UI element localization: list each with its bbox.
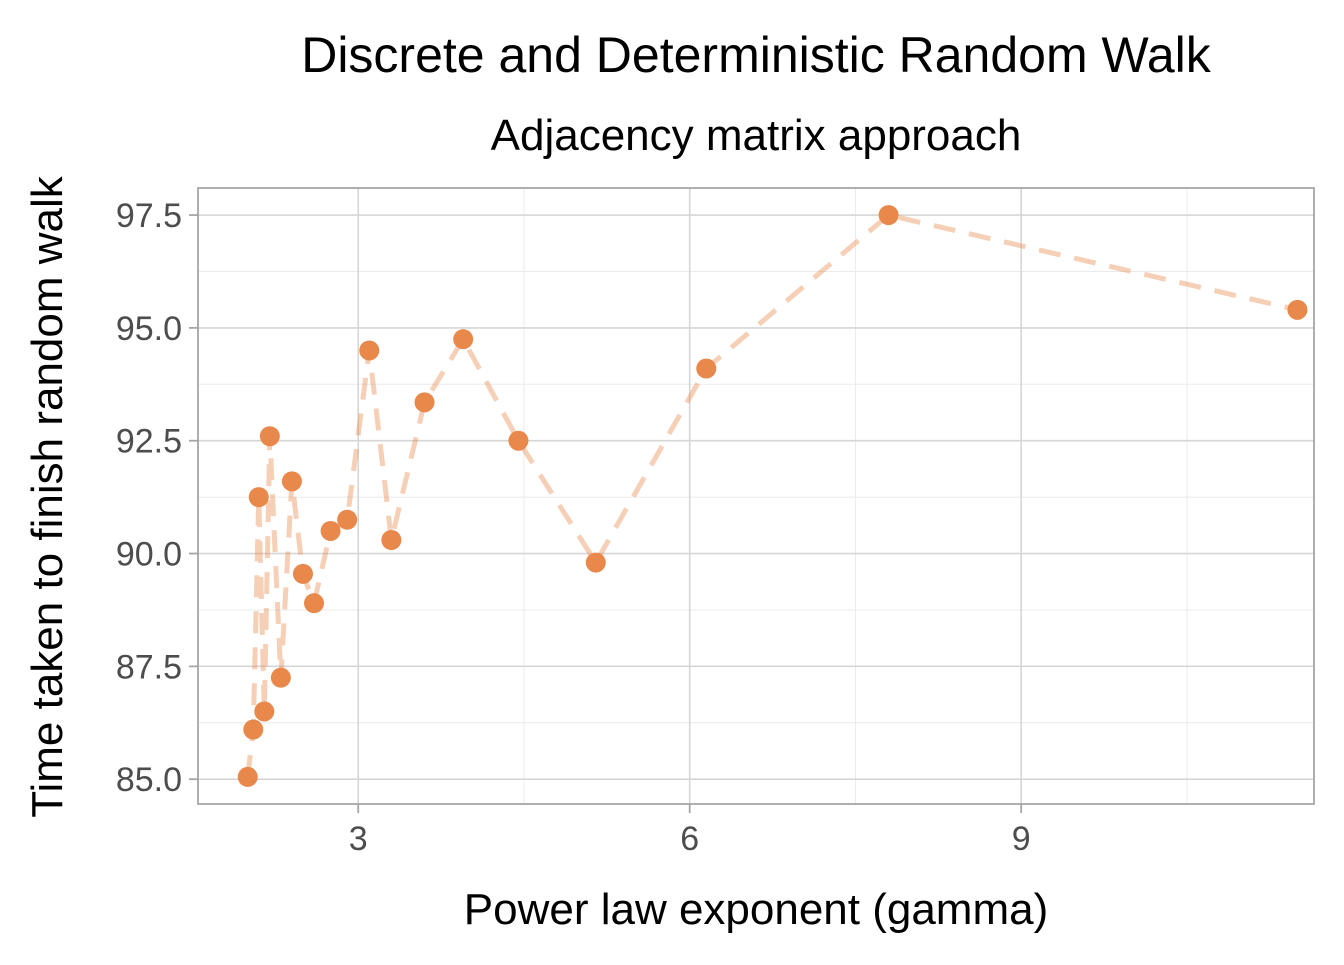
data-point	[320, 520, 341, 541]
x-tick-label: 9	[1012, 820, 1031, 858]
data-point	[304, 593, 325, 614]
y-axis-title: Time taken to finish random walk	[23, 175, 72, 818]
x-axis-title: Power law exponent (gamma)	[464, 885, 1048, 934]
series-line	[245, 212, 1298, 778]
series-layer	[237, 205, 1308, 787]
plot-panel-border	[197, 187, 1315, 805]
data-point	[281, 471, 302, 492]
data-point	[254, 701, 275, 722]
data-point	[453, 329, 474, 350]
data-point	[243, 719, 264, 740]
data-point	[337, 509, 358, 530]
chart-subtitle: Adjacency matrix approach	[491, 111, 1022, 160]
data-point	[359, 340, 380, 361]
data-point	[1287, 299, 1308, 320]
y-tick-label: 87.5	[116, 648, 182, 686]
data-point	[878, 205, 899, 226]
x-tick-label: 6	[680, 820, 699, 858]
y-tick-label: 95.0	[116, 310, 182, 348]
data-point	[248, 487, 269, 508]
chart-title: Discrete and Deterministic Random Walk	[301, 27, 1212, 83]
y-tick-label: 85.0	[116, 761, 182, 799]
axis-layer: 3 6 9 85.0 87.5 90.0 92.5 95.0 97.5	[116, 197, 1031, 858]
y-tick-label: 92.5	[116, 423, 182, 461]
y-tick-label: 97.5	[116, 197, 182, 235]
data-point	[292, 563, 313, 584]
grid-layer	[198, 188, 1314, 804]
data-point	[381, 530, 402, 550]
data-point	[696, 358, 717, 379]
data-point	[508, 430, 529, 451]
data-point	[270, 667, 291, 688]
y-tick-label: 90.0	[116, 536, 182, 574]
x-tick-label: 3	[349, 820, 368, 858]
data-point	[259, 426, 280, 447]
data-point	[585, 552, 606, 573]
data-point	[414, 392, 435, 413]
data-point	[237, 766, 258, 787]
